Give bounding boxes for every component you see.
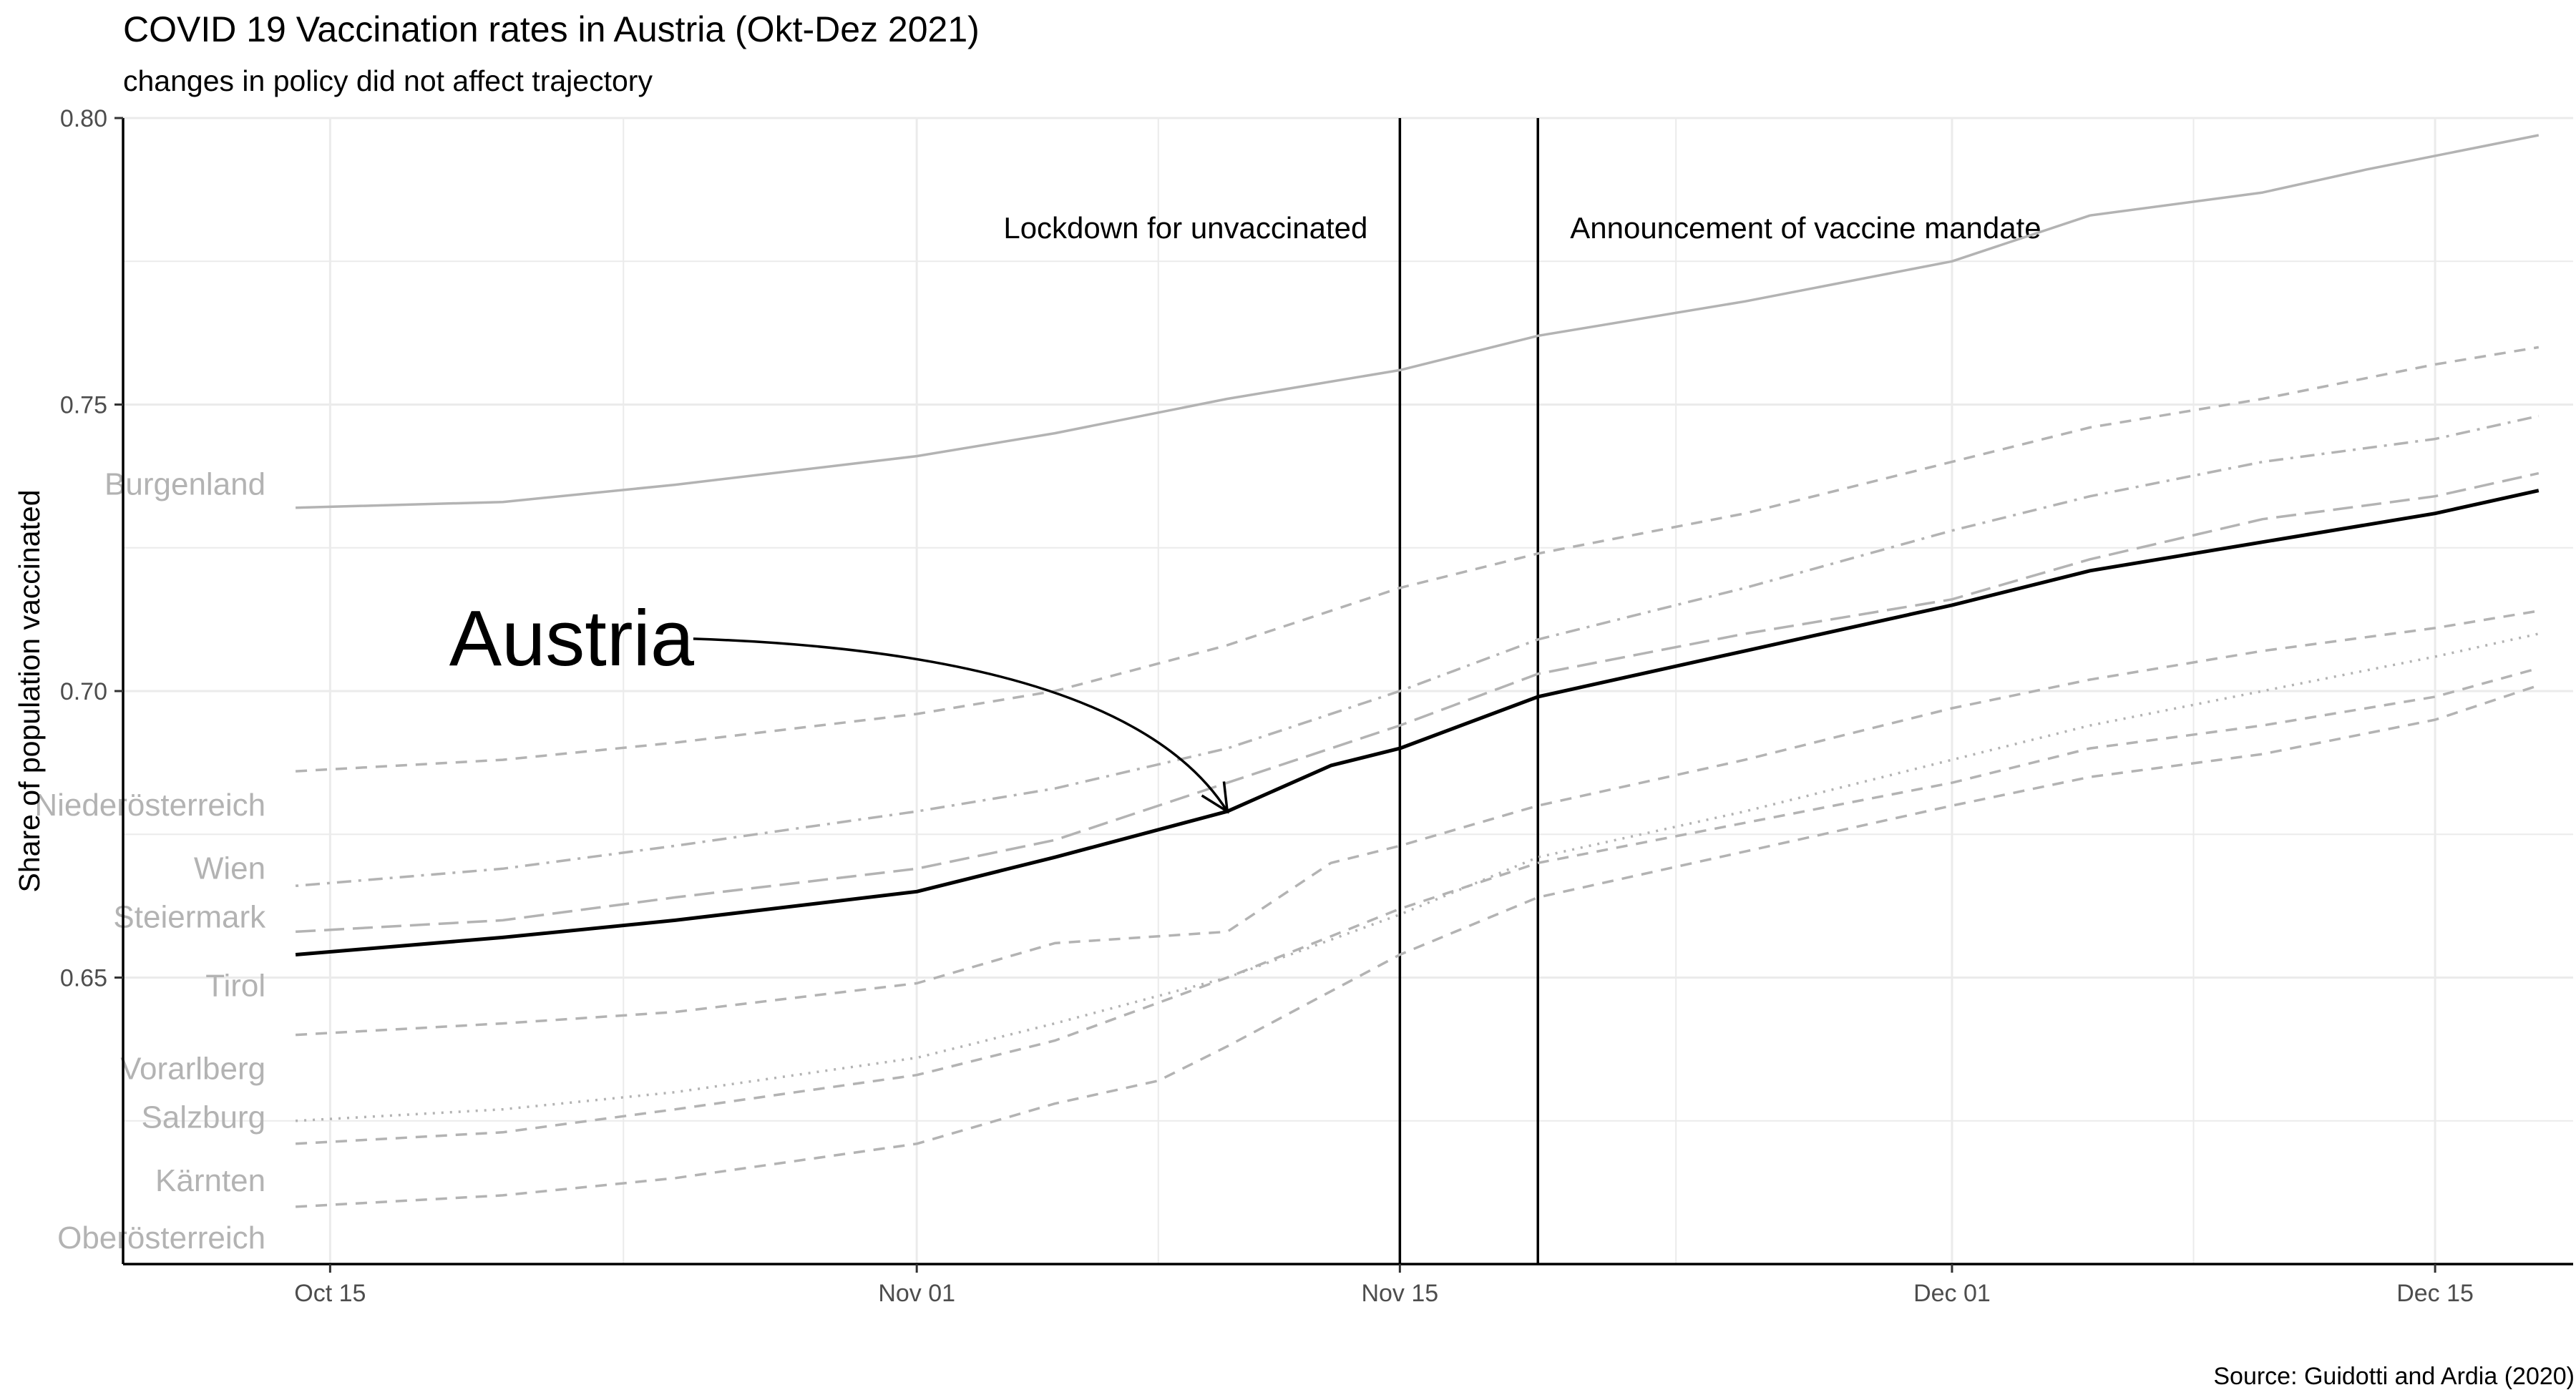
y-tick-label: 0.70: [60, 678, 107, 705]
y-axis-label: Share of population vaccinated: [13, 489, 46, 892]
source-caption: Source: Guidotti and Ardia (2020): [2213, 1363, 2575, 1390]
x-tick-label: Dec 15: [2396, 1280, 2474, 1307]
vline-layer: Lockdown for unvaccinated Announcement of…: [1003, 118, 2041, 1264]
region-label: Burgenland: [104, 467, 265, 502]
series-line-austria: [295, 489, 2540, 956]
series-line-kärnten: [296, 684, 2540, 1208]
region-label: Tirol: [205, 969, 265, 1004]
series-line-salzburg: [296, 667, 2540, 1145]
axis-layer: 0.65 0.70 0.75 0.80 Oct 15 Nov 01 Nov 15 Dec 01…: [13, 105, 2573, 1307]
region-label: Niederösterreich: [34, 788, 265, 823]
y-tick-label: 0.65: [60, 965, 107, 992]
series-layer: [295, 134, 2540, 1208]
chart-title: COVID 19 Vaccination rates in Austria (O…: [123, 9, 980, 49]
series-line-tirol: [296, 610, 2540, 1037]
y-tick-label: 0.80: [60, 105, 107, 132]
series-line-vorarlberg: [296, 632, 2540, 1122]
y-tick-label: 0.75: [60, 392, 107, 419]
region-label: Salzburg: [141, 1100, 265, 1135]
callout-arrowhead: [1201, 781, 1229, 814]
series-line-steiermark: [296, 471, 2540, 934]
region-label: Wien: [194, 851, 265, 886]
x-tick-label: Nov 15: [1361, 1280, 1438, 1307]
annotation-layer: Burgenland Niederösterreich Wien Steiermark…: [34, 467, 1229, 1256]
x-tick-label: Oct 15: [294, 1280, 366, 1307]
grid-layer: [123, 117, 2573, 1264]
chart-subtitle: changes in policy did not affect traject…: [123, 64, 653, 97]
series-line-niederösterreich: [296, 346, 2540, 773]
callout-label-austria: Austria: [449, 594, 695, 682]
x-tick-label: Dec 01: [1913, 1280, 1991, 1307]
callout-arrow: [693, 637, 1229, 813]
series-line-wien: [295, 414, 2540, 888]
policy-vline-label: Announcement of vaccine mandate: [1570, 211, 2041, 245]
region-label: Steiermark: [113, 899, 266, 934]
x-tick-label: Nov 01: [878, 1280, 955, 1307]
policy-vline-label: Lockdown for unvaccinated: [1003, 211, 1367, 245]
region-label: Vorarlberg: [120, 1052, 265, 1087]
region-label: Kärnten: [155, 1163, 265, 1198]
series-line-burgenland: [296, 134, 2540, 509]
region-label: Oberösterreich: [57, 1220, 265, 1256]
